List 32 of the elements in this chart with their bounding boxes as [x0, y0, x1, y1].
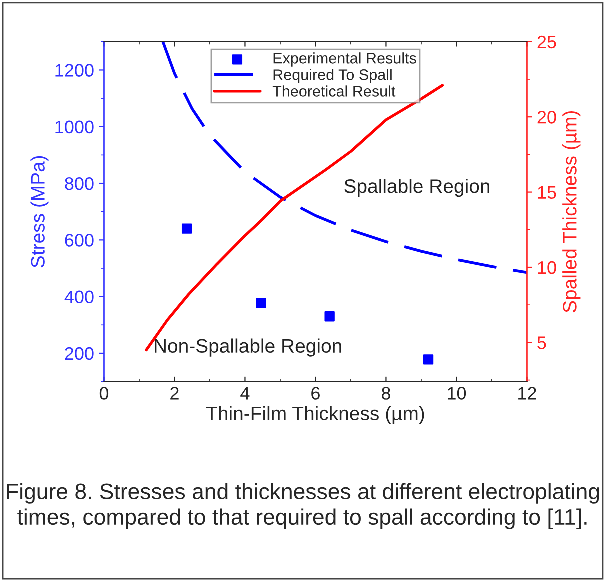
- annotation: Non-Spallable Region: [155, 338, 342, 357]
- x-tick-label: 4: [240, 387, 250, 400]
- y-tick-label: 200: [65, 347, 94, 360]
- legend-label: Required To Spall: [274, 69, 392, 84]
- y-tick-label: 1000: [56, 120, 94, 134]
- point: [182, 224, 192, 234]
- y-tick-label: 600: [65, 234, 94, 247]
- legend-label: Experimental Results: [274, 52, 416, 67]
- point: [423, 354, 434, 365]
- y2-tick-label: 15: [538, 186, 556, 200]
- x-tick-label: 12: [518, 387, 536, 400]
- line-series: [162, 42, 528, 274]
- x-tick-label: 10: [448, 387, 466, 400]
- y-axis-title: Stress (MPa): [30, 156, 49, 268]
- y-tick-label: 800: [65, 177, 94, 190]
- point: [256, 298, 266, 308]
- annotation: Spallable Region: [344, 178, 490, 198]
- x-tick-label: 8: [382, 387, 390, 400]
- y2-tick-label: 10: [538, 261, 556, 274]
- y2-tick-label: 5: [538, 336, 546, 350]
- x-tick-label: 2: [170, 387, 179, 400]
- y-tick-label: 1200: [56, 64, 94, 77]
- caption: Figure 8. Stresses and thicknesses at different electroplating times, compared to that required to spall according to [11].: [7, 483, 600, 530]
- point: [324, 312, 335, 322]
- y-tick-label: 400: [64, 290, 94, 304]
- x-axis-title: Thin-Film Thickness (µm): [206, 406, 424, 424]
- x-tick-label: 6: [312, 387, 320, 400]
- x-tick-label: 0: [100, 387, 109, 400]
- y2-tick-label: 25: [538, 36, 556, 49]
- y2-axis-title: Spalled Thickness (µm): [562, 111, 581, 313]
- y2-tick-label: 20: [538, 111, 556, 124]
- legend-label: Theoretical Result: [272, 86, 396, 97]
